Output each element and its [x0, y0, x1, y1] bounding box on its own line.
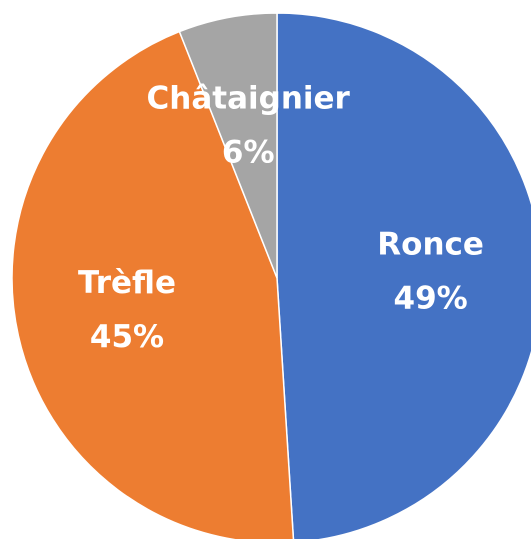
slice-value-label: 49%: [394, 281, 468, 317]
slice-value-label: 6%: [222, 135, 275, 171]
slice-value-label: 45%: [90, 319, 164, 355]
pie-slice: [178, 12, 278, 279]
slice-category-label: Châtaignier: [147, 81, 351, 117]
pie-slice: [11, 30, 295, 539]
pie-slice: [276, 12, 531, 539]
slice-category-label: Trèfle: [78, 265, 176, 301]
slice-category-label: Ronce: [377, 227, 484, 263]
